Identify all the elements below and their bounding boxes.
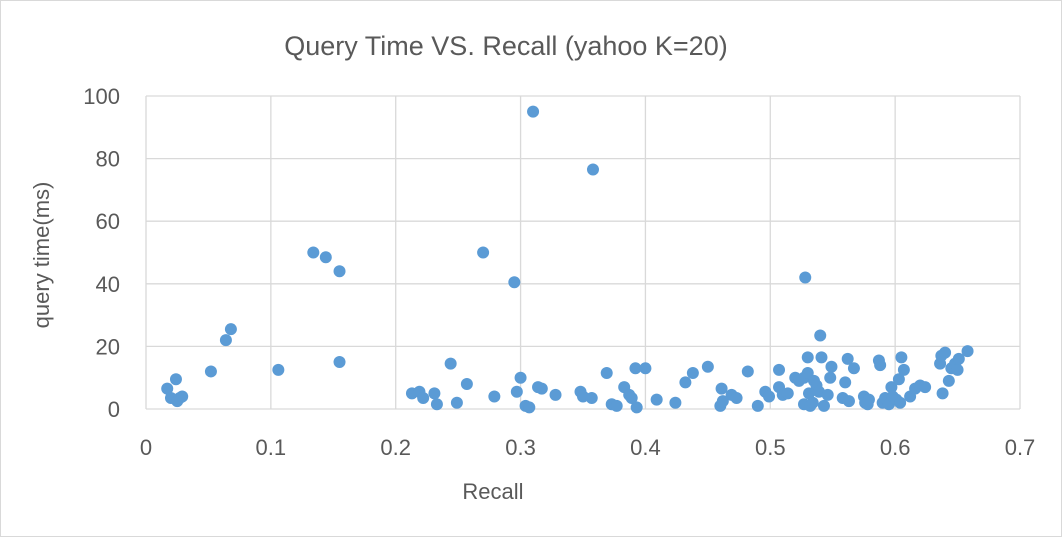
data-point [219, 334, 232, 347]
data-point [450, 396, 463, 409]
x-tick-label: 0.7 [1005, 435, 1036, 460]
data-point [952, 352, 965, 365]
data-point [224, 323, 237, 336]
x-tick-label: 0.4 [630, 435, 661, 460]
data-point [781, 387, 794, 400]
data-point [817, 399, 830, 412]
data-point [801, 351, 814, 364]
data-point [715, 382, 728, 395]
data-point [741, 365, 754, 378]
data-point [939, 346, 952, 359]
data-point [514, 371, 527, 384]
x-tick-label: 0.3 [505, 435, 536, 460]
x-tick-label: 0.2 [380, 435, 411, 460]
data-point [821, 388, 834, 401]
data-point [460, 377, 473, 390]
data-point [839, 376, 852, 389]
data-point [625, 392, 638, 405]
tick-labels: 0 0.1 0.2 0.3 0.4 0.5 0.6 0.7 0 20 40 60 80 100 [83, 84, 1035, 460]
y-axis-label: query time(ms) [29, 182, 54, 329]
data-point [841, 352, 854, 365]
data-point [897, 363, 910, 376]
data-point [942, 374, 955, 387]
data-point [686, 367, 699, 380]
data-point [802, 387, 815, 400]
data-point [477, 246, 490, 259]
data-point [169, 373, 182, 386]
x-axis-label: Recall [462, 479, 523, 504]
data-point [799, 271, 812, 284]
data-point [176, 390, 189, 403]
data-point [488, 390, 501, 403]
data-point [751, 399, 764, 412]
data-point [204, 365, 217, 378]
y-tick-label: 80 [96, 147, 120, 172]
data-point [523, 401, 536, 414]
data-point [679, 376, 692, 389]
x-tick-label: 0.6 [880, 435, 911, 460]
data-point [272, 363, 285, 376]
data-points [161, 105, 974, 414]
data-point [814, 329, 827, 342]
data-point [885, 381, 898, 394]
data-point [936, 387, 949, 400]
data-point [892, 373, 905, 386]
data-point [161, 382, 174, 395]
y-tick-label: 20 [96, 334, 120, 359]
data-point [824, 371, 837, 384]
data-point [862, 393, 875, 406]
data-point [773, 363, 786, 376]
data-point [669, 396, 682, 409]
gridlines [145, 95, 1021, 410]
data-point [586, 163, 599, 176]
x-tick-label: 0 [140, 435, 152, 460]
data-point [842, 395, 855, 408]
data-point [417, 392, 430, 405]
y-tick-label: 0 [108, 397, 120, 422]
data-point [763, 390, 776, 403]
data-point [307, 246, 320, 259]
y-tick-label: 40 [96, 272, 120, 297]
data-point [510, 385, 523, 398]
data-point [815, 351, 828, 364]
data-point [701, 360, 714, 373]
data-point [951, 363, 964, 376]
data-point [894, 396, 907, 409]
data-point [585, 392, 598, 405]
data-point [874, 359, 887, 372]
data-point [319, 251, 332, 264]
data-point [919, 381, 932, 394]
data-point [961, 345, 974, 358]
data-point [650, 393, 663, 406]
data-point [430, 398, 443, 411]
data-point [806, 396, 819, 409]
data-point [428, 387, 441, 400]
data-point [600, 367, 613, 380]
data-point [825, 360, 838, 373]
data-point [549, 388, 562, 401]
chart-title: Query Time VS. Recall (yahoo K=20) [284, 31, 727, 61]
data-point [730, 392, 743, 405]
data-point [527, 105, 540, 118]
data-point [630, 401, 643, 414]
data-point [333, 356, 346, 369]
data-point [444, 357, 457, 370]
data-point [610, 399, 623, 412]
data-point [629, 362, 642, 375]
data-point [535, 382, 548, 395]
x-tick-label: 0.1 [256, 435, 287, 460]
x-tick-label: 0.5 [755, 435, 786, 460]
y-tick-label: 100 [83, 84, 120, 109]
data-point [847, 362, 860, 375]
data-point [716, 395, 729, 408]
data-point [333, 265, 346, 278]
data-point [639, 362, 652, 375]
data-point [508, 276, 521, 289]
y-tick-label: 60 [96, 209, 120, 234]
data-point [895, 351, 908, 364]
